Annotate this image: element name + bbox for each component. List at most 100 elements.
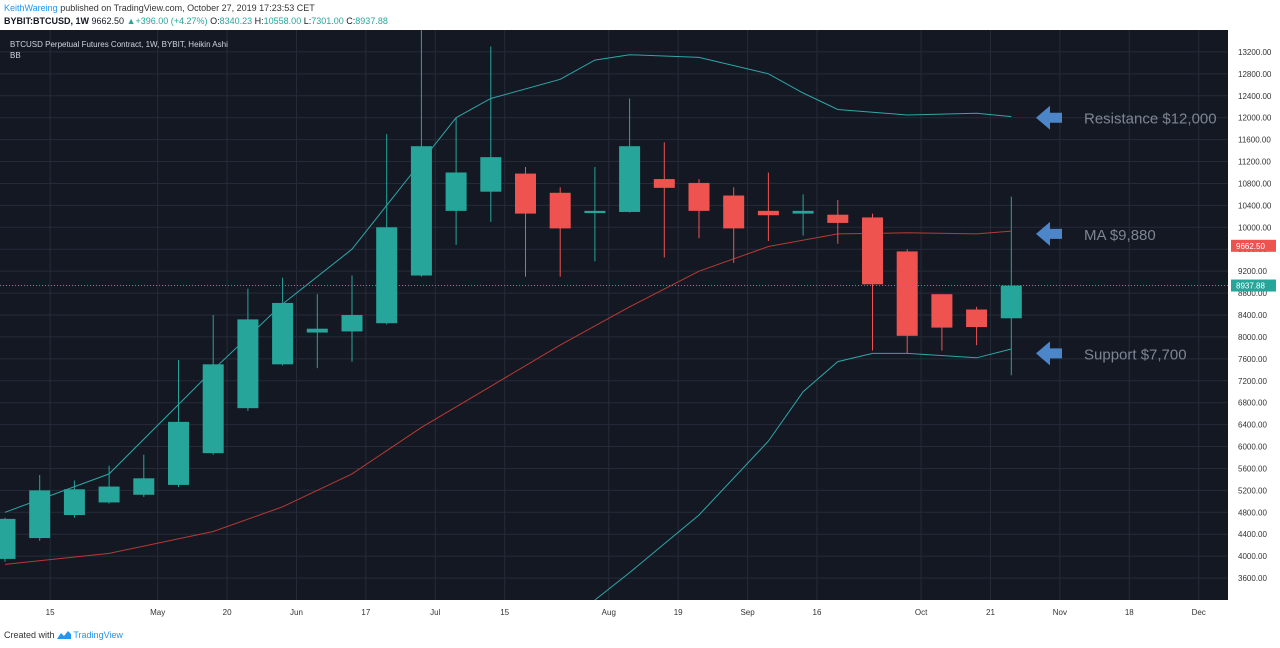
time-axis-labels: 15 May 20 Jun 17 Jul 15 Aug 19 Sep 16 Oct 21 Nov 18 Dec — [46, 608, 1206, 617]
created-with-label: Created with — [4, 630, 55, 640]
price-tick-label: 3600.00 — [1238, 574, 1267, 583]
candle-body — [515, 173, 536, 214]
indicator-label: BB — [10, 51, 21, 60]
candle-body — [619, 146, 641, 212]
price-tick-label: 7200.00 — [1238, 377, 1267, 386]
time-tick-label: 21 — [986, 608, 995, 617]
candle-body — [341, 315, 363, 332]
high-value: 10558.00 — [263, 16, 302, 26]
annotation-label: Support $7,700 — [1084, 346, 1187, 363]
candle-body — [0, 518, 16, 559]
candle-body — [237, 319, 259, 409]
symbol-ohlc-line: BYBIT:BTCUSD, 1W 9662.50 ▲+396.00 (+4.27… — [4, 16, 388, 26]
price-tick-label: 10000.00 — [1238, 223, 1272, 232]
btcusd-chart[interactable]: Resistance $12,000 MA $9,880 Support $7,70… — [0, 30, 1280, 622]
price-tick-label: 12800.00 — [1238, 70, 1272, 79]
time-tick-label: Jun — [290, 608, 303, 617]
candle-body — [445, 172, 467, 211]
price-tick-label: 13200.00 — [1238, 48, 1272, 57]
left-arrow-icon — [1036, 105, 1062, 130]
price-tick-label: 12400.00 — [1238, 92, 1272, 101]
price-tick-label: 5200.00 — [1238, 486, 1267, 495]
time-tick-label: May — [150, 608, 165, 617]
symbol-label: BYBIT:BTCUSD, 1W — [4, 16, 89, 26]
price-tick-label: 9200.00 — [1238, 267, 1267, 276]
price-change: +396.00 (+4.27%) — [135, 16, 208, 26]
price-tick-label: 6400.00 — [1238, 421, 1267, 430]
candle-body — [272, 302, 294, 365]
candle-body — [549, 192, 571, 229]
price-tick-label: 6000.00 — [1238, 443, 1267, 452]
close-label: C: — [346, 16, 356, 26]
candle-body — [966, 309, 988, 328]
time-tick-label: 18 — [1125, 608, 1134, 617]
time-tick-label: 17 — [361, 608, 370, 617]
time-tick-label: Oct — [915, 608, 928, 617]
candle-body — [376, 227, 398, 324]
price-tick-label: 11600.00 — [1238, 136, 1271, 145]
candle-body — [862, 217, 883, 285]
price-tag — [1231, 239, 1276, 252]
price-tick-label: 6800.00 — [1238, 399, 1267, 408]
price-tick-label: 12000.00 — [1238, 114, 1272, 123]
publish-info: KeithWareing published on TradingView.co… — [4, 3, 315, 13]
left-arrow-icon — [1036, 221, 1062, 246]
candle-body — [202, 364, 224, 454]
time-tick-label: 20 — [223, 608, 232, 617]
candle-body — [29, 490, 51, 539]
time-axis[interactable] — [0, 600, 1228, 622]
candle-body — [584, 210, 606, 214]
candle-body — [410, 146, 432, 276]
price-tick-label: 8800.00 — [1238, 289, 1267, 298]
price-tag — [1231, 279, 1276, 292]
close-value: 8937.88 — [355, 16, 388, 26]
bollinger-lower-line — [594, 348, 1012, 601]
candles — [0, 30, 1022, 562]
price-tick-label: 4400.00 — [1238, 530, 1267, 539]
time-tick-label: Sep — [740, 608, 755, 617]
last-price: 9662.50 — [91, 16, 125, 26]
candle-body — [480, 157, 502, 192]
low-value: 7301.00 — [311, 16, 344, 26]
annotations: Resistance $12,000 MA $9,880 Support $7,70… — [1036, 105, 1217, 366]
price-tick-label: 7600.00 — [1238, 355, 1267, 364]
bollinger-upper-line — [4, 54, 1012, 513]
price-tick-label: 11200.00 — [1238, 158, 1271, 167]
price-tick-label: 4000.00 — [1238, 552, 1267, 561]
left-arrow-icon — [1036, 341, 1062, 366]
time-tick-label: 16 — [813, 608, 822, 617]
candle-body — [133, 478, 155, 495]
author-link[interactable]: KeithWareing — [4, 3, 58, 13]
time-tick-label: Dec — [1192, 608, 1206, 617]
price-axis[interactable] — [1228, 30, 1280, 622]
footer: Created with TradingView — [0, 622, 1280, 648]
price-tick-label: 4800.00 — [1238, 508, 1267, 517]
candle-body — [757, 210, 779, 216]
moving-average — [4, 230, 1012, 565]
tradingview-brand[interactable]: TradingView — [73, 630, 123, 640]
candle-body — [688, 182, 710, 211]
candle-body — [653, 179, 675, 188]
time-tick-label: 15 — [46, 608, 55, 617]
moving-average-line — [4, 230, 1012, 565]
time-tick-label: 15 — [500, 608, 509, 617]
change-arrow-icon: ▲ — [126, 16, 136, 26]
candle-body — [1000, 285, 1022, 319]
candle-body — [896, 251, 918, 336]
open-label: O: — [210, 16, 220, 26]
time-tick-label: Aug — [602, 608, 616, 617]
candle-body — [306, 328, 328, 333]
chart-background — [0, 30, 1228, 622]
candle-body — [931, 294, 953, 328]
price-tags: 9662.50 8937.88 — [1231, 239, 1276, 292]
price-tick-label: 8000.00 — [1238, 333, 1267, 342]
price-tick-label: 5600.00 — [1238, 464, 1267, 473]
bollinger-bands — [4, 54, 1012, 601]
candle-body — [792, 210, 814, 214]
price-tick-label: 10800.00 — [1238, 179, 1272, 188]
time-tick-label: Nov — [1053, 608, 1067, 617]
time-tick-label: Jul — [430, 608, 440, 617]
high-label: H: — [254, 16, 264, 26]
candle-body — [63, 489, 85, 516]
annotation-label: Resistance $12,000 — [1084, 111, 1217, 128]
